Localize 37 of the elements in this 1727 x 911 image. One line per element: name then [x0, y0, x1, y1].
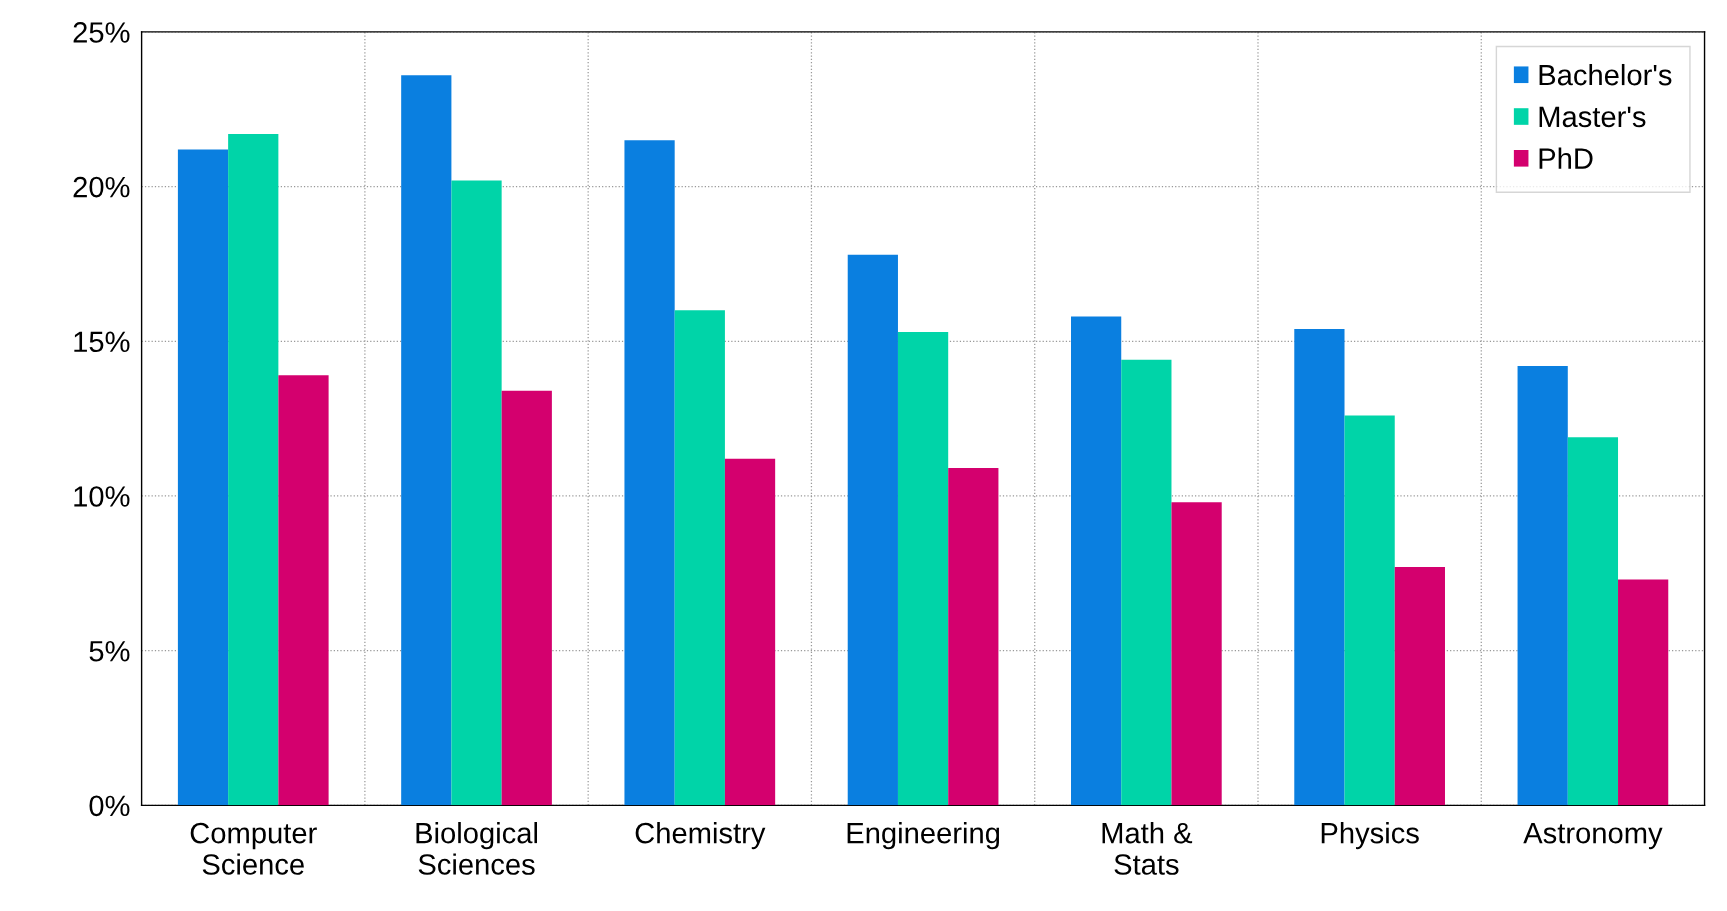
x-tick-label: Chemistry [635, 821, 766, 850]
bar [1344, 415, 1395, 806]
y-tick-label: 0% [89, 795, 130, 817]
x-tick-label: Math & Stats [1102, 821, 1193, 875]
bar [674, 310, 725, 806]
legend-label: Bachelor's [1539, 63, 1672, 86]
bar [1618, 579, 1669, 806]
x-tick-label: Physics [1321, 821, 1419, 850]
x-tick-label: Astronomy [1523, 823, 1663, 850]
y-tick-label: 25% [73, 22, 130, 43]
x-tick-label: Computer Science [190, 822, 317, 875]
bar [724, 458, 776, 806]
x-tick-label: Biological Sciences [416, 821, 537, 875]
legend-label: PhD [1539, 147, 1593, 169]
y-tick-label: 10% [74, 486, 130, 507]
bar [1394, 567, 1445, 806]
y-tick-label: 15% [74, 331, 130, 353]
bar [177, 149, 229, 806]
bar [948, 468, 999, 806]
bar [278, 375, 329, 806]
bar [1121, 359, 1172, 806]
legend-label: Master's [1539, 106, 1646, 128]
bar [1567, 437, 1619, 806]
bar [401, 75, 452, 806]
y-tick-label: 20% [73, 176, 130, 198]
bar [624, 140, 675, 806]
x-tick-label: Engineering [847, 821, 1000, 850]
bar [897, 331, 949, 806]
bar [501, 390, 552, 806]
bar [1071, 316, 1122, 806]
bar [1517, 366, 1568, 806]
y-tick-label: 5% [89, 640, 130, 662]
bar [228, 133, 279, 806]
bar [1171, 502, 1222, 806]
bar [847, 254, 898, 806]
bar [451, 180, 502, 806]
bar [1294, 328, 1345, 806]
